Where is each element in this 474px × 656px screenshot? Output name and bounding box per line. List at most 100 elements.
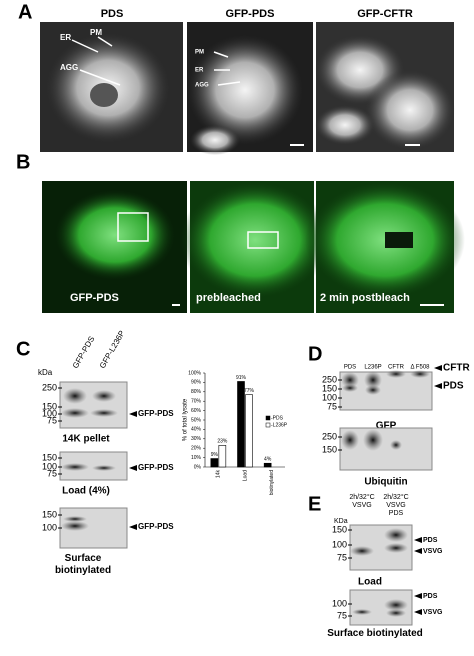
marker-label: 100 bbox=[332, 598, 347, 608]
marker-label: 150 bbox=[42, 401, 57, 411]
y-tick-label: 90% bbox=[191, 380, 202, 386]
marker-label: 150 bbox=[42, 452, 57, 462]
blot-caption: Surface biotinylated bbox=[54, 553, 112, 576]
arrow bbox=[129, 411, 137, 417]
axis-unit: kDa bbox=[38, 368, 53, 377]
band bbox=[61, 408, 89, 418]
marker-label: 75 bbox=[337, 610, 347, 620]
legend-label: -L236P bbox=[271, 422, 288, 428]
y-tick-label: 50% bbox=[191, 417, 202, 423]
arrow bbox=[129, 524, 137, 530]
lane-label: CFTR bbox=[388, 365, 405, 371]
band bbox=[63, 516, 87, 522]
blot-caption: GFP bbox=[376, 421, 397, 432]
y-axis-label: % of total lysate bbox=[183, 398, 189, 441]
arrow bbox=[129, 465, 137, 471]
micrograph bbox=[40, 22, 455, 155]
blot-caption: Load (4%) bbox=[62, 486, 110, 497]
y-tick-label: 70% bbox=[191, 399, 202, 405]
y-tick-label: 20% bbox=[191, 446, 202, 452]
lane-label: PDS bbox=[344, 365, 356, 371]
band bbox=[90, 409, 118, 417]
annotation: ER bbox=[60, 33, 71, 42]
lane-label: GFP-PDS bbox=[71, 335, 97, 370]
image-caption: 2 min postbleach bbox=[320, 292, 410, 304]
band bbox=[352, 609, 372, 615]
micrograph bbox=[42, 180, 465, 313]
arrow bbox=[434, 365, 442, 371]
marker-label: 250 bbox=[322, 374, 337, 384]
bar bbox=[263, 462, 272, 468]
band bbox=[92, 390, 116, 402]
image-caption: GFP-PDS bbox=[70, 292, 119, 304]
y-tick-label: 80% bbox=[191, 389, 202, 395]
y-tick-label: 0% bbox=[194, 464, 202, 470]
arrow bbox=[414, 548, 422, 554]
value-label: 4% bbox=[264, 457, 272, 463]
x-tick-label: Load bbox=[242, 470, 248, 481]
band-label: GFP-PDS bbox=[138, 522, 174, 531]
blot-caption: Surface biotinylated bbox=[327, 628, 423, 639]
x-tick-label: biotinylated bbox=[269, 470, 275, 496]
annotation: PM bbox=[195, 50, 204, 56]
arrow bbox=[434, 383, 442, 389]
value-label: 91% bbox=[236, 375, 247, 381]
value-label: 23% bbox=[217, 439, 228, 445]
marker-label: 75 bbox=[337, 552, 347, 562]
bar bbox=[210, 458, 219, 468]
marker-label: 250 bbox=[42, 382, 57, 392]
band-label: VSVG bbox=[423, 548, 443, 555]
band bbox=[61, 463, 89, 471]
marker-label: 100 bbox=[42, 461, 57, 471]
marker-label: 75 bbox=[327, 401, 337, 411]
y-tick-label: 10% bbox=[191, 455, 202, 461]
blot-caption: Ubiquitin bbox=[364, 477, 407, 488]
arrow bbox=[414, 609, 422, 615]
image-title: GFP-PDS bbox=[226, 8, 275, 20]
panel-label: D bbox=[308, 343, 322, 365]
value-label: 9% bbox=[211, 452, 219, 458]
lane-label: 2h/32°C bbox=[383, 493, 408, 501]
band-label: GFP-PDS bbox=[138, 463, 174, 472]
legend-swatch bbox=[265, 415, 271, 421]
band-label: PDS bbox=[423, 537, 438, 544]
blot-caption: Load bbox=[358, 577, 382, 588]
y-tick-label: 30% bbox=[191, 436, 202, 442]
band bbox=[341, 372, 359, 388]
image-caption: prebleached bbox=[196, 292, 261, 304]
lane-label: 2h/32°C bbox=[349, 493, 374, 501]
marker-label: 100 bbox=[42, 408, 57, 418]
band bbox=[410, 370, 430, 378]
band-label: GFP-PDS bbox=[138, 409, 174, 418]
band-label: PDS bbox=[423, 593, 438, 600]
lane-label: VSVG bbox=[352, 502, 371, 509]
bar bbox=[218, 445, 227, 468]
image-title: GFP-CFTR bbox=[357, 8, 413, 20]
lane-label: VSVG bbox=[386, 502, 405, 509]
marker-label: 150 bbox=[322, 383, 337, 393]
annotation: AGG bbox=[195, 83, 209, 89]
lane-label: L236P bbox=[364, 365, 381, 371]
annotation: ER bbox=[195, 68, 204, 74]
marker-label: 250 bbox=[322, 431, 337, 441]
band bbox=[386, 609, 406, 617]
band bbox=[61, 521, 89, 531]
band bbox=[384, 543, 408, 553]
y-tick-label: 40% bbox=[191, 427, 202, 433]
bar bbox=[245, 394, 253, 468]
band bbox=[92, 465, 116, 471]
band-label: CFTR bbox=[443, 363, 470, 374]
marker-label: 75 bbox=[47, 468, 57, 478]
lane-label: Δ F508 bbox=[410, 365, 430, 371]
band bbox=[384, 528, 408, 542]
annotation: AGG bbox=[60, 63, 78, 72]
band bbox=[342, 384, 358, 392]
y-tick-label: 100% bbox=[188, 370, 201, 376]
lane-label: PDS bbox=[389, 510, 404, 517]
marker-label: 75 bbox=[47, 415, 57, 425]
band bbox=[341, 430, 359, 450]
panel-label: B bbox=[16, 151, 30, 173]
arrow bbox=[414, 537, 422, 543]
